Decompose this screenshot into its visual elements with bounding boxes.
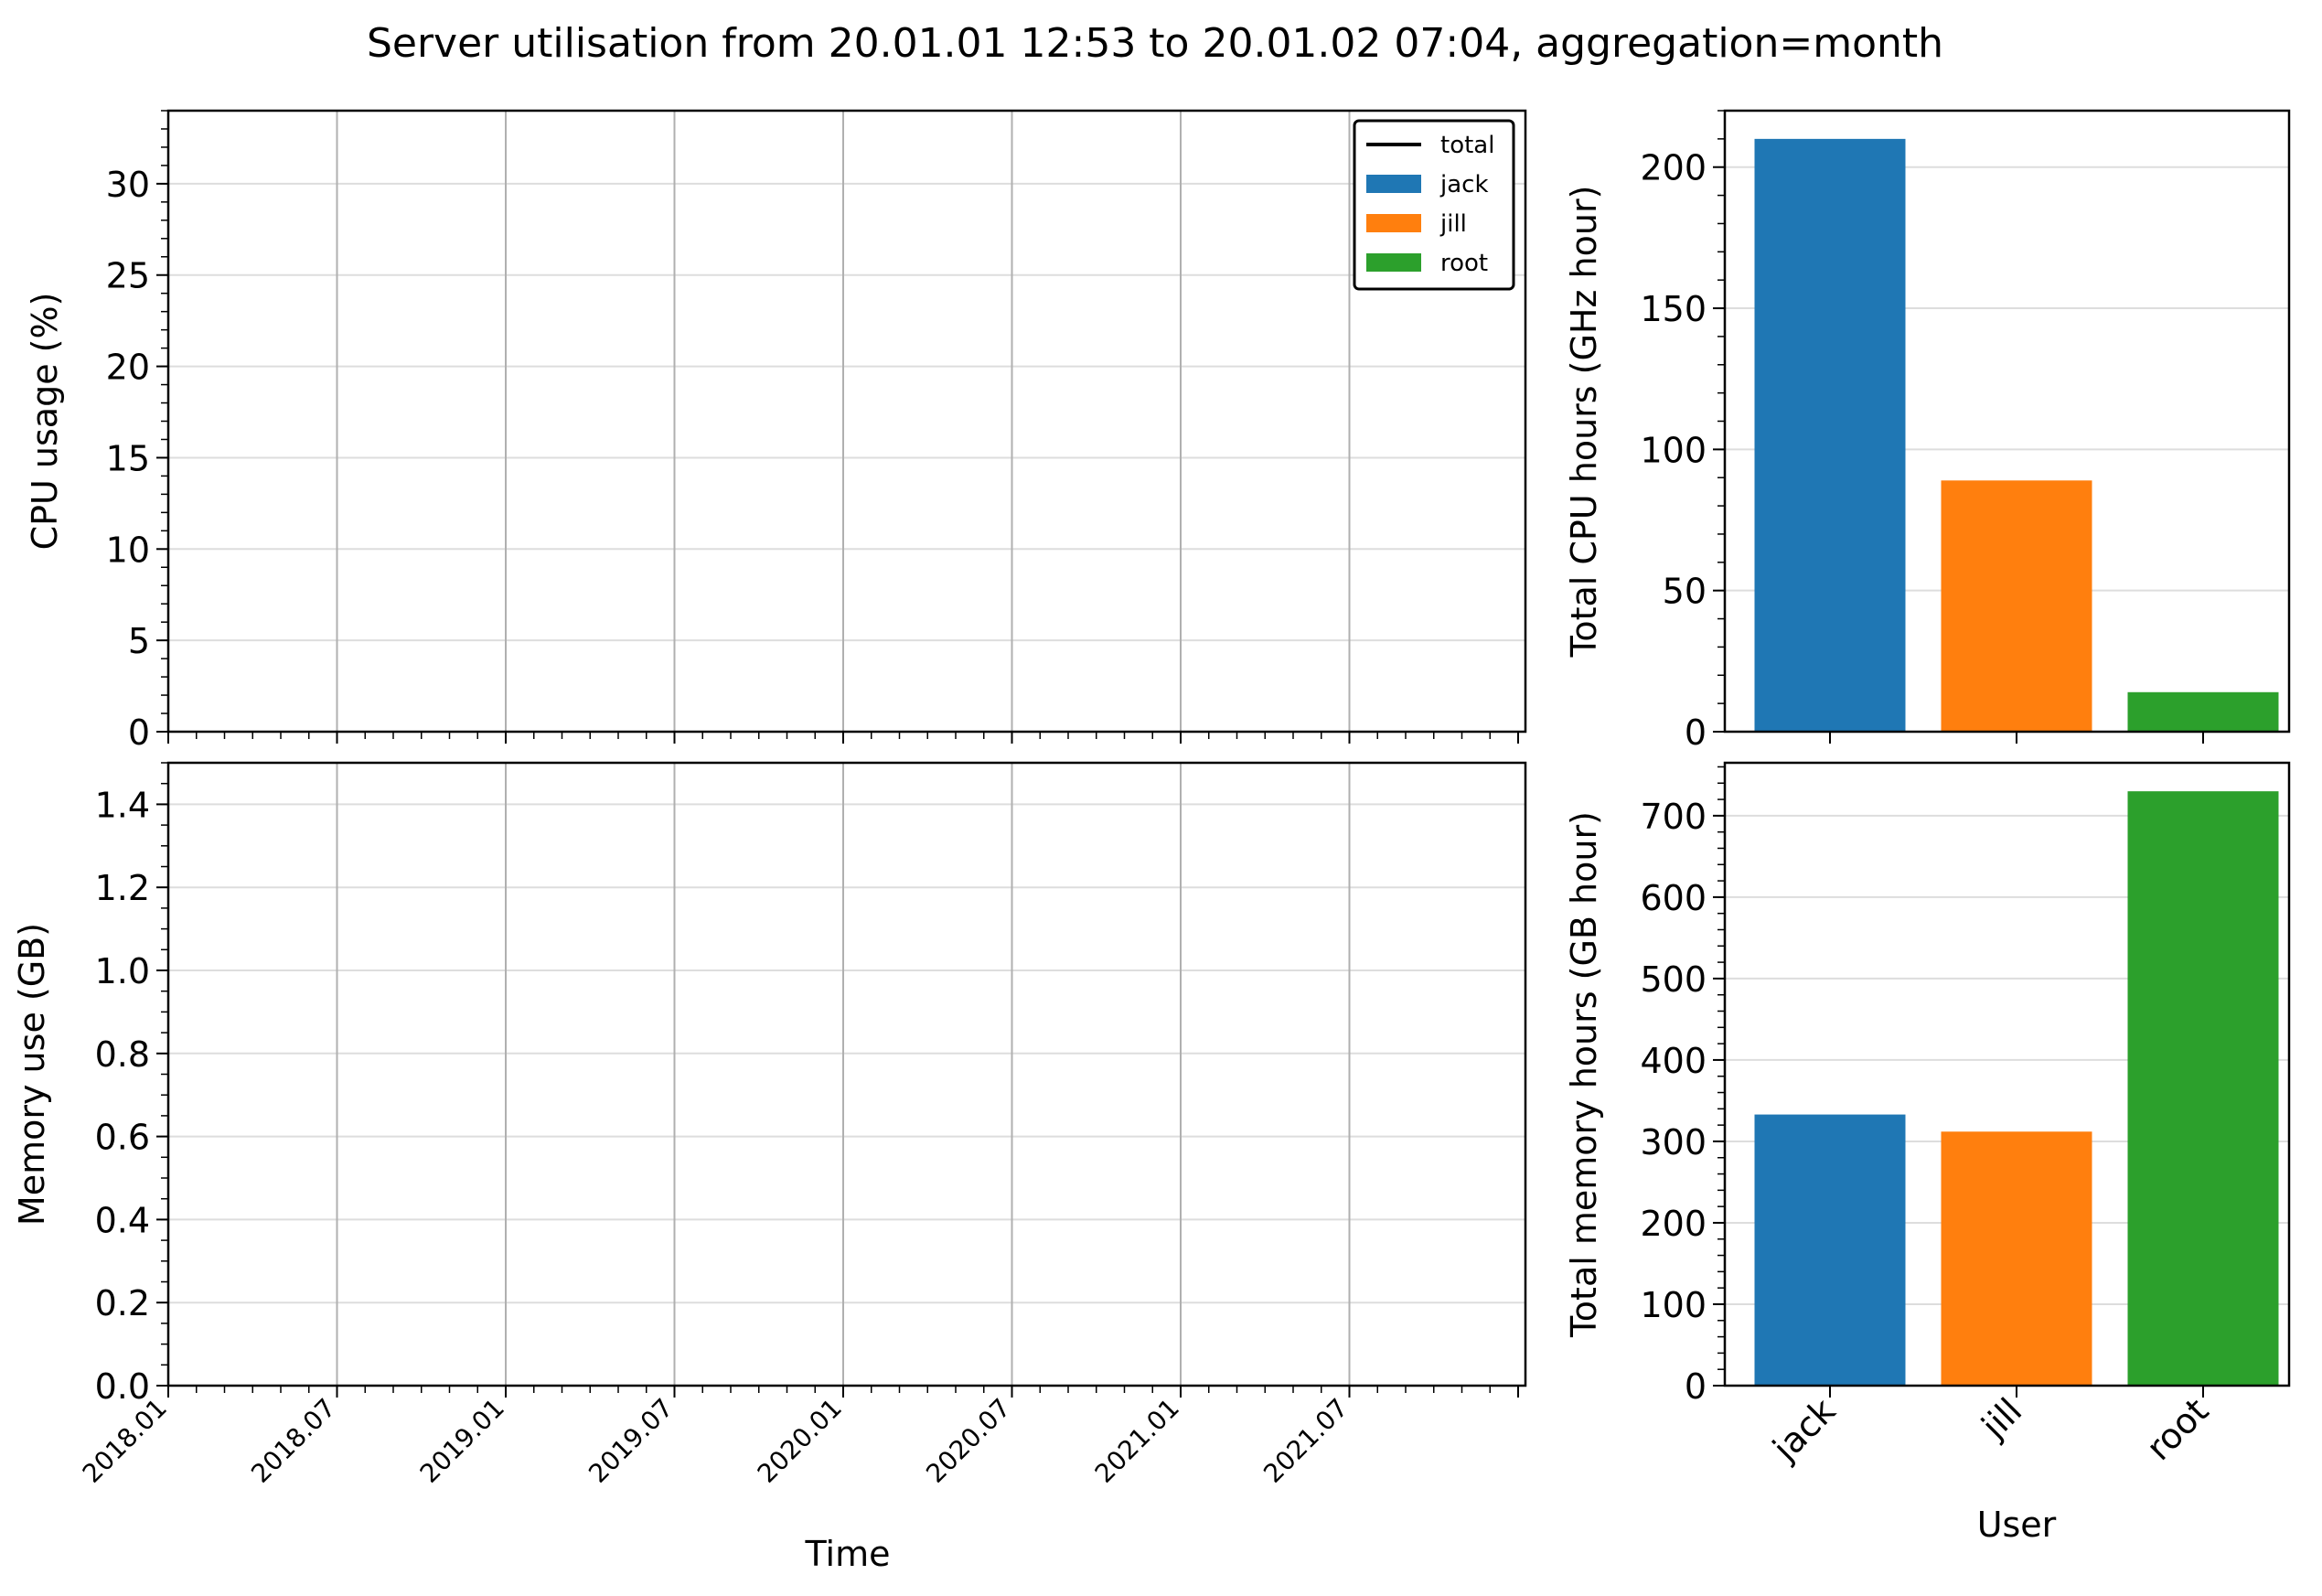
- legend-label-jill: jill: [1439, 210, 1467, 238]
- x-tick-label: 2020.01: [752, 1393, 848, 1489]
- y-tick-label: 0: [128, 712, 150, 753]
- legend-label-total: total: [1440, 132, 1494, 159]
- axes-frame: [166, 761, 1527, 1387]
- legend-label-jack: jack: [1439, 171, 1489, 198]
- y-tick-label: 20: [106, 348, 150, 388]
- y-tick-label: 0.6: [95, 1118, 150, 1158]
- y-tick-label: 50: [1663, 572, 1707, 612]
- legend-swatch-jill: [1366, 214, 1421, 232]
- x-tick-label: 2019.07: [583, 1393, 679, 1489]
- axes-frame: [166, 109, 1527, 734]
- y-tick-label: 200: [1640, 148, 1707, 188]
- x-tick-label: 2019.01: [414, 1393, 510, 1489]
- bar-root: [2127, 791, 2279, 1386]
- figure-title: Server utilisation from 20.01.01 12:53 t…: [367, 20, 1943, 67]
- y-tick-label: 10: [106, 530, 150, 570]
- bar-jack: [1754, 138, 1906, 732]
- bar-root: [2127, 691, 2279, 732]
- y-tick-label: 400: [1640, 1041, 1707, 1081]
- y-tick-label: 0.0: [95, 1366, 150, 1407]
- legend-swatch-jack: [1366, 175, 1421, 193]
- y-axis-label: Total CPU hours (GHz hour): [1564, 186, 1604, 659]
- y-tick-label: 0: [1685, 712, 1707, 753]
- x-tick-label: 2018.07: [245, 1393, 341, 1489]
- y-tick-label: 1.4: [95, 785, 150, 825]
- axes-frame: [1723, 109, 2291, 734]
- axes-frame: [1723, 761, 2291, 1387]
- x-tick-label: 2021.01: [1089, 1393, 1185, 1489]
- y-tick-label: 700: [1640, 797, 1707, 837]
- x-tick-label: 2021.07: [1257, 1393, 1354, 1489]
- x-tick-label: root: [2138, 1390, 2216, 1468]
- y-tick-label: 300: [1640, 1122, 1707, 1162]
- y-tick-label: 5: [128, 621, 150, 661]
- y-tick-label: 1.0: [95, 951, 150, 991]
- y-axis-label: CPU usage (%): [25, 293, 65, 551]
- y-tick-label: 0.8: [95, 1034, 150, 1075]
- bar-jill: [1941, 480, 2092, 732]
- x-axis-label: User: [1977, 1505, 2057, 1545]
- y-tick-label: 0.4: [95, 1200, 150, 1240]
- y-tick-label: 150: [1640, 289, 1707, 329]
- y-tick-label: 25: [106, 256, 150, 296]
- legend-box: [1353, 119, 1515, 291]
- y-tick-label: 500: [1640, 959, 1707, 1000]
- y-tick-label: 30: [106, 165, 150, 205]
- x-tick-label: jack: [1764, 1390, 1843, 1469]
- y-axis-label: Memory use (GB): [12, 923, 52, 1226]
- x-axis-label: Time: [805, 1534, 891, 1574]
- x-tick-label: 2018.01: [77, 1393, 173, 1489]
- y-tick-label: 1.2: [95, 868, 150, 908]
- bar-jack: [1754, 1114, 1906, 1386]
- bar-jill: [1941, 1131, 2092, 1386]
- y-tick-label: 0.2: [95, 1283, 150, 1323]
- y-axis-label: Total memory hours (GB hour): [1564, 811, 1604, 1338]
- y-tick-label: 100: [1640, 430, 1707, 470]
- y-tick-label: 0: [1685, 1366, 1707, 1407]
- legend-label-root: root: [1440, 250, 1488, 277]
- y-tick-label: 100: [1640, 1285, 1707, 1325]
- legend-swatch-root: [1366, 253, 1421, 272]
- x-tick-label: jill: [1974, 1390, 2030, 1447]
- y-tick-label: 200: [1640, 1204, 1707, 1244]
- x-tick-label: 2020.07: [920, 1393, 1016, 1489]
- y-tick-label: 600: [1640, 878, 1707, 918]
- y-tick-label: 15: [106, 438, 150, 478]
